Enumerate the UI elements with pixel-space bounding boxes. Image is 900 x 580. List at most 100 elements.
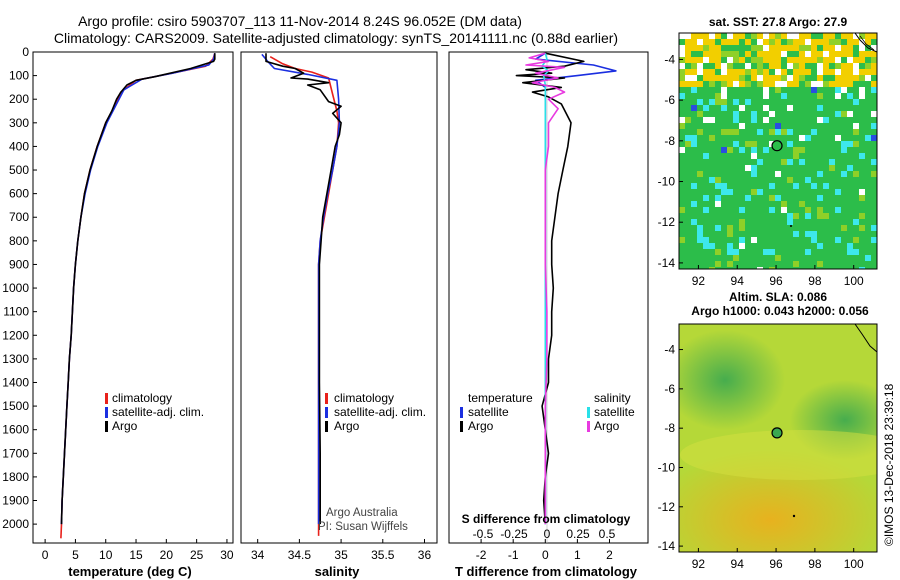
sst-pixel <box>841 45 847 51</box>
sst-pixel <box>709 117 715 123</box>
sst-pixel <box>859 75 865 81</box>
depth-tick-label: 800 <box>9 234 29 248</box>
x-tick-label: 35.5 <box>371 548 395 562</box>
legend-mark-satellite <box>325 407 328 418</box>
sst-pixel <box>751 237 757 243</box>
sst-pixel <box>721 183 727 189</box>
sst-pixel <box>697 225 703 231</box>
sst-pixel <box>787 213 793 219</box>
sla-map-title-2: Argo h1000: 0.043 h2000: 0.056 <box>691 304 869 318</box>
sst-pixel <box>757 75 763 81</box>
sst-pixel <box>841 171 847 177</box>
legend-label-temp-satellite: satellite <box>468 405 509 419</box>
map-y-tick-label: -8 <box>664 134 675 148</box>
sst-pixel <box>805 51 811 57</box>
sst-pixel <box>817 261 823 267</box>
sst-pixel <box>853 99 859 105</box>
sst-pixel <box>787 129 793 135</box>
x-tick-label: 15 <box>129 548 143 562</box>
sst-pixel <box>721 99 727 105</box>
sst-pixel <box>751 75 757 81</box>
sst-pixel <box>817 117 823 123</box>
sst-pixel <box>775 75 781 81</box>
sst-pixel <box>799 147 805 153</box>
sst-pixel <box>829 51 835 57</box>
sst-pixel <box>727 231 733 237</box>
sst-pixel <box>763 93 769 99</box>
legend-label-argo: Argo <box>334 419 360 433</box>
sst-pixel <box>757 129 763 135</box>
profile-location-marker <box>771 427 783 439</box>
sst-pixel <box>817 81 823 87</box>
sst-pixel <box>841 81 847 87</box>
sst-pixel <box>691 183 697 189</box>
sst-pixel <box>751 117 757 123</box>
temperature-legend: climatology satellite-adj. clim. Argo <box>105 391 204 433</box>
sst-pixel <box>871 171 877 177</box>
sst-pixel <box>859 189 865 195</box>
sst-pixel <box>709 99 715 105</box>
sst-pixel <box>811 183 817 189</box>
sst-pixel <box>787 75 793 81</box>
sst-pixel <box>841 141 847 147</box>
sst-pixel <box>709 69 715 75</box>
legend-mark-argo <box>105 421 108 432</box>
sst-pixel <box>781 51 787 57</box>
sst-pixel <box>835 135 841 141</box>
sst-pixel <box>865 39 871 45</box>
sst-pixel <box>859 195 865 201</box>
sst-pixel <box>841 75 847 81</box>
sst-pixel <box>841 69 847 75</box>
depth-tick-label: 400 <box>9 139 29 153</box>
map-y-tick-label: -10 <box>658 460 676 474</box>
sst-pixel <box>847 243 853 249</box>
sla-low-region-west <box>679 330 785 430</box>
sst-pixel <box>685 117 691 123</box>
sst-pixel <box>703 243 709 249</box>
sst-pixel <box>781 33 787 39</box>
sst-pixel <box>679 57 685 63</box>
sst-pixel <box>835 45 841 51</box>
sst-pixel <box>769 129 775 135</box>
sst-pixel <box>865 75 871 81</box>
sst-pixel <box>691 45 697 51</box>
sst-pixel <box>811 129 817 135</box>
sst-pixel <box>871 159 877 165</box>
map-x-tick-label: 96 <box>769 274 783 288</box>
map-x-tick-label: 100 <box>844 557 864 571</box>
temperature-series <box>60 52 216 539</box>
sst-pixel <box>703 105 709 111</box>
sst-pixel <box>697 99 703 105</box>
sst-pixel <box>811 81 817 87</box>
sst-pixel <box>751 141 757 147</box>
sst-pixel <box>763 87 769 93</box>
sst-pixel <box>679 123 685 129</box>
sst-pixel <box>871 45 877 51</box>
sst-pixel <box>697 69 703 75</box>
map-y-tick-label: -12 <box>658 500 676 514</box>
sst-pixel <box>769 51 775 57</box>
sst-pixel <box>697 45 703 51</box>
sst-pixel <box>685 51 691 57</box>
sst-pixel <box>817 69 823 75</box>
depth-tick-label: 700 <box>9 210 29 224</box>
sst-pixel <box>763 75 769 81</box>
sst-pixel <box>835 39 841 45</box>
series-line-climatology <box>269 56 340 536</box>
sla-map-frame <box>678 323 878 553</box>
sst-pixel <box>835 87 841 93</box>
depth-tick-label: 0 <box>22 45 29 59</box>
sst-pixel <box>763 105 769 111</box>
sst-pixel <box>733 255 739 261</box>
sst-pixel <box>679 81 685 87</box>
sst-pixel <box>853 129 859 135</box>
sst-pixel <box>721 51 727 57</box>
sst-pixel <box>847 75 853 81</box>
sst-pixel <box>709 177 715 183</box>
sst-pixel <box>703 195 709 201</box>
sst-pixel <box>709 75 715 81</box>
sst-pixel <box>715 75 721 81</box>
sst-pixel <box>679 237 685 243</box>
sst-pixel <box>805 39 811 45</box>
sst-pixel <box>739 147 745 153</box>
